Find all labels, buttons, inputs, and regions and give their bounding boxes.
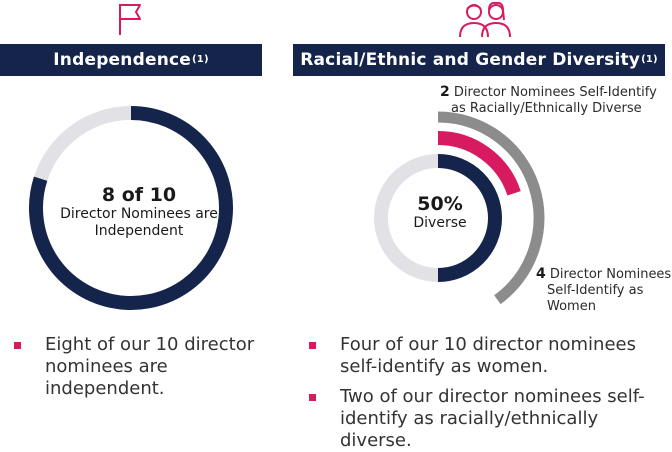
right-bullet-diverse: Two of our director nominees self-identi… xyxy=(309,386,671,452)
women-ring xyxy=(437,111,545,305)
callout-racial-line2: as Racially/Ethnically Diverse xyxy=(451,101,642,116)
diversity-header: Racial/Ethnic and Gender Diversity (1) xyxy=(293,44,665,76)
callout-women-line3: Women xyxy=(547,299,596,314)
callout-racial-line1: Director Nominees Self-Identify xyxy=(453,85,657,100)
right-bullet-diverse-text: Two of our director nominees self-identi… xyxy=(340,386,645,451)
left-bullet: Eight of our 10 director nominees are in… xyxy=(14,334,264,400)
left-bullet-text: Eight of our 10 director nominees are in… xyxy=(45,334,255,399)
independence-header: Independence (1) xyxy=(0,44,262,76)
callout-racial: 2 Director Nominees Self-Identify as Rac… xyxy=(440,84,672,117)
left-center-value: 8 of 10 xyxy=(101,184,177,206)
callout-women-number: 4 xyxy=(536,266,546,282)
flag-icon xyxy=(119,4,141,35)
callout-women-line1: Director Nominees xyxy=(549,267,672,282)
right-bullet-women: Four of our 10 director nominees self-id… xyxy=(309,334,671,378)
callout-women-line2: Self-Identify as xyxy=(547,283,644,298)
right-bullet-women-text: Four of our 10 director nominees self-id… xyxy=(340,334,636,377)
bullet-marker xyxy=(309,342,316,349)
diverse-ring xyxy=(437,154,502,282)
left-center-line2: Independent xyxy=(94,223,184,239)
bullet-marker xyxy=(309,394,316,401)
non-independent-slice xyxy=(33,106,132,181)
callout-racial-number: 2 xyxy=(440,84,450,100)
left-center-text: 8 of 10 Director Nominees are Independen… xyxy=(55,184,223,240)
right-center-text: 50% Diverse xyxy=(400,193,480,232)
people-icon xyxy=(459,1,511,38)
non-diverse-ring xyxy=(374,154,439,282)
charts xyxy=(29,106,545,310)
right-center-value: 50% xyxy=(417,193,463,215)
independent-slice xyxy=(29,106,233,310)
racial-ethnic-ring xyxy=(437,131,521,196)
callout-women: 4 Director Nominees Self-Identify as Wom… xyxy=(536,266,672,315)
bullet-marker xyxy=(14,342,21,349)
right-center-label: Diverse xyxy=(413,215,467,231)
left-center-line1: Director Nominees are xyxy=(60,206,218,222)
